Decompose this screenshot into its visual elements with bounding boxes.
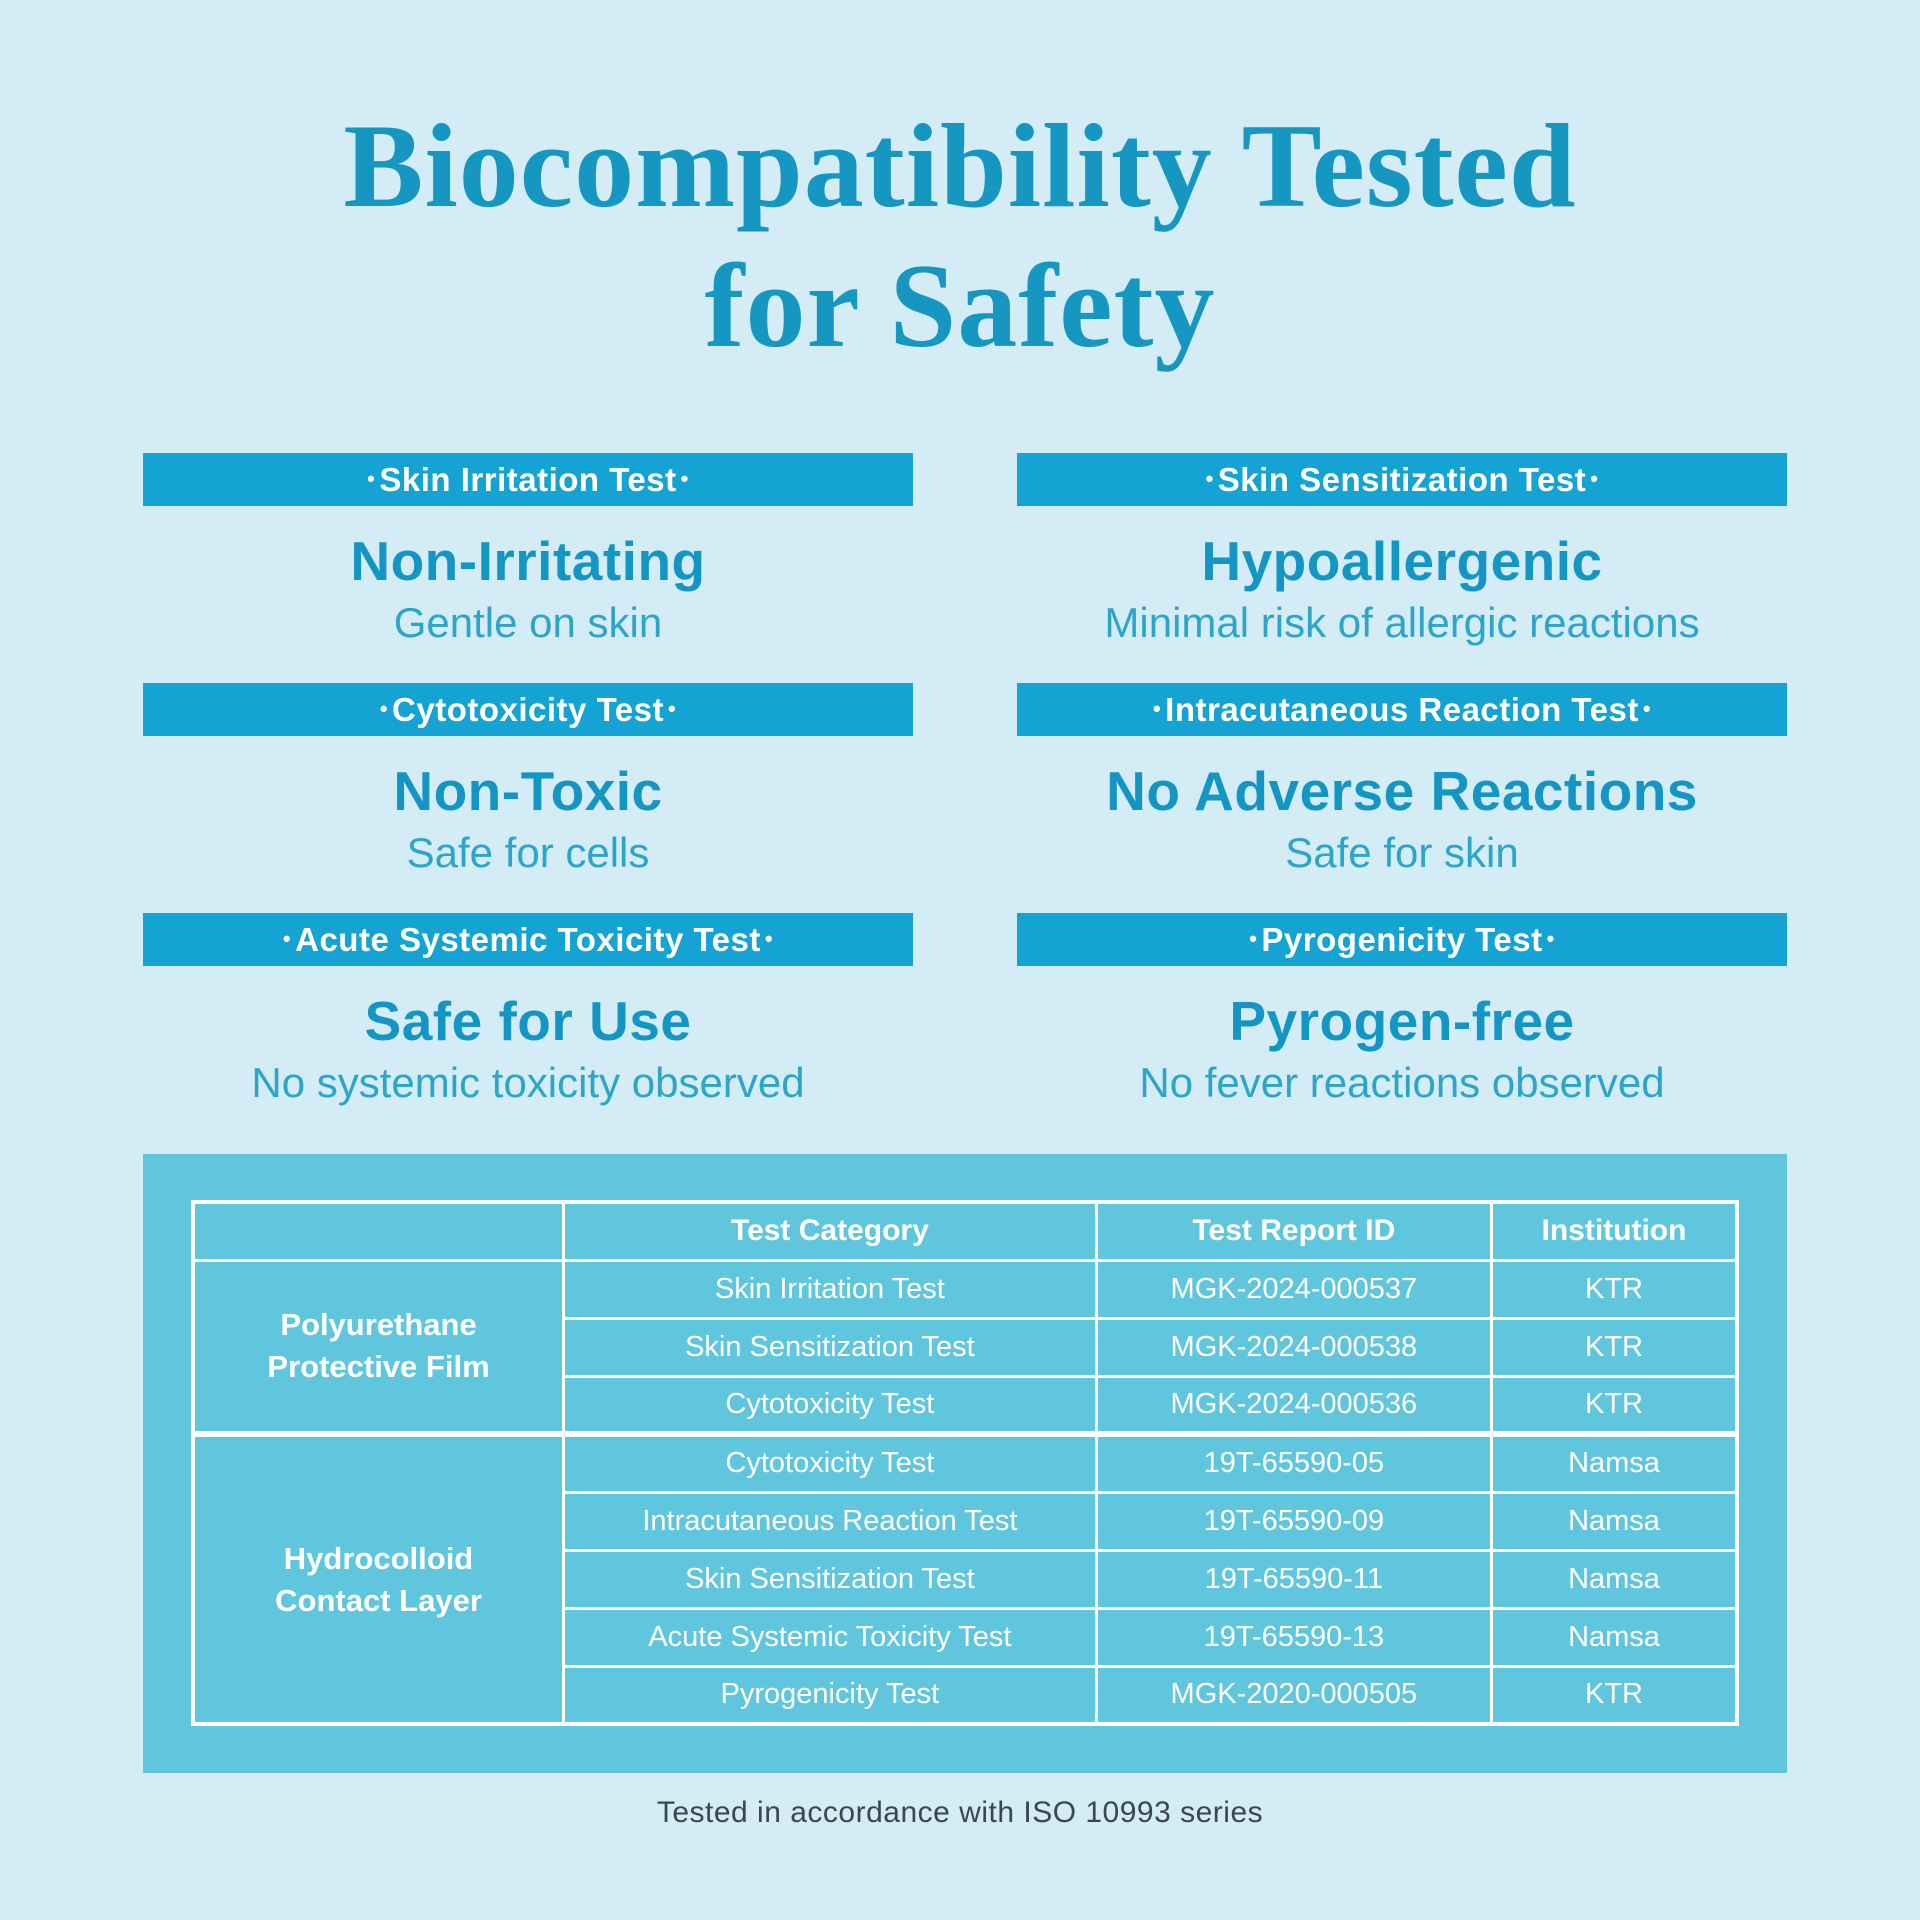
result-description: No fever reactions observed	[1139, 1059, 1665, 1106]
dot-icon: •	[282, 925, 292, 951]
result-description: Safe for skin	[1285, 829, 1519, 876]
cell-category: Skin Sensitization Test	[562, 1316, 1098, 1378]
test-report-table: Test Category Test Report ID Institution…	[191, 1200, 1739, 1726]
table-row: Pyrogenicity Test MGK-2020-000505 KTR	[193, 1664, 1739, 1726]
dot-icon: •	[1152, 695, 1162, 721]
cell-institution: Namsa	[1489, 1490, 1739, 1552]
table-row: Polyurethane Protective Film Skin Irrita…	[191, 1258, 1739, 1436]
section-cytotoxicity: • Cytotoxicity Test • Non-Toxic Safe for…	[143, 683, 913, 913]
cell-institution: Namsa	[1489, 1431, 1739, 1494]
cell-report-id: 19T-65590-09	[1094, 1490, 1493, 1552]
test-banner-label: Intracutaneous Reaction Test	[1165, 690, 1639, 728]
material-line: Contact Layer	[275, 1582, 482, 1618]
cell-report-id: 19T-65590-13	[1094, 1606, 1493, 1668]
material-line: Polyurethane	[280, 1307, 477, 1343]
material-line: Protective Film	[267, 1349, 490, 1385]
cell-category: Skin Sensitization Test	[562, 1548, 1098, 1610]
dot-icon: •	[667, 695, 677, 721]
cell-institution: KTR	[1489, 1258, 1739, 1320]
cell-report-id: MGK-2024-000538	[1094, 1316, 1493, 1378]
test-results-grid: • Skin Irritation Test • Non-Irritating …	[143, 453, 1787, 1143]
cell-category: Skin Irritation Test	[562, 1258, 1098, 1320]
page-title-line-1: Biocompatibility Tested	[343, 99, 1577, 232]
result-description: Gentle on skin	[393, 599, 663, 646]
result-heading: Pyrogen-free	[1229, 990, 1575, 1052]
result-heading: Hypoallergenic	[1201, 530, 1603, 592]
test-banner: • Acute Systemic Toxicity Test •	[143, 913, 913, 966]
table-row: Skin Sensitization Test 19T-65590-11 Nam…	[193, 1548, 1739, 1610]
dot-icon: •	[367, 465, 376, 491]
result-heading: Non-Toxic	[393, 760, 663, 822]
cell-report-id: MGK-2020-000505	[1094, 1664, 1493, 1726]
table-row: Intracutaneous Reaction Test 19T-65590-0…	[193, 1490, 1739, 1552]
cell-category: Cytotoxicity Test	[562, 1374, 1098, 1436]
material-cell-polyurethane: Polyurethane Protective Film	[191, 1258, 566, 1436]
header-test-report-id: Test Report ID	[1094, 1200, 1493, 1262]
cell-category: Pyrogenicity Test	[562, 1664, 1098, 1726]
test-banner: • Skin Irritation Test •	[143, 453, 913, 506]
cell-institution: Namsa	[1489, 1606, 1739, 1668]
cell-report-id: 19T-65590-05	[1094, 1431, 1493, 1494]
table-row: Skin Sensitization Test MGK-2024-000538 …	[193, 1316, 1739, 1378]
cell-report-id: MGK-2024-000536	[1094, 1374, 1493, 1436]
test-banner-label: Cytotoxicity Test	[392, 690, 664, 728]
footer-note: Tested in accordance with ISO 10993 seri…	[656, 1796, 1264, 1829]
table-row: Acute Systemic Toxicity Test 19T-65590-1…	[193, 1606, 1739, 1668]
section-skin-sensitization: • Skin Sensitization Test • Hypoallergen…	[1017, 453, 1787, 683]
result-heading: Safe for Use	[364, 990, 692, 1052]
cell-category: Acute Systemic Toxicity Test	[562, 1606, 1098, 1668]
result-description: Safe for cells	[406, 829, 650, 876]
section-acute-systemic-toxicity: • Acute Systemic Toxicity Test • Safe fo…	[143, 913, 913, 1143]
cell-report-id: MGK-2024-000537	[1094, 1258, 1493, 1320]
table-row: Hydrocolloid Contact Layer Cytotoxicity …	[191, 1431, 1739, 1726]
section-intracutaneous-reaction: • Intracutaneous Reaction Test • No Adve…	[1017, 683, 1787, 913]
table-header-row: Test Category Test Report ID Institution	[191, 1200, 1739, 1262]
cell-institution: KTR	[1489, 1316, 1739, 1378]
page-title: Biocompatibility Tested for Safety	[0, 96, 1920, 377]
test-banner: • Intracutaneous Reaction Test •	[1017, 683, 1787, 736]
header-test-category: Test Category	[562, 1200, 1098, 1262]
corner-cell	[191, 1200, 566, 1262]
material-line: Hydrocolloid	[283, 1540, 474, 1576]
section-pyrogenicity: • Pyrogenicity Test • Pyrogen-free No fe…	[1017, 913, 1787, 1143]
test-banner-label: Acute Systemic Toxicity Test	[295, 920, 761, 958]
dot-icon: •	[1546, 925, 1555, 951]
page-title-line-2: for Safety	[704, 239, 1216, 373]
test-banner-label: Skin Irritation Test	[379, 460, 677, 498]
test-banner-label: Skin Sensitization Test	[1217, 460, 1587, 498]
dot-icon: •	[1642, 695, 1652, 721]
test-banner: • Cytotoxicity Test •	[143, 683, 913, 736]
cell-category: Intracutaneous Reaction Test	[562, 1490, 1098, 1552]
cell-category: Cytotoxicity Test	[562, 1431, 1098, 1494]
cell-institution: Namsa	[1489, 1548, 1739, 1610]
test-banner-label: Pyrogenicity Test	[1261, 920, 1543, 958]
dot-icon: •	[379, 695, 389, 721]
test-report-panel: Test Category Test Report ID Institution…	[143, 1154, 1787, 1773]
dot-icon: •	[1205, 465, 1214, 491]
result-description: Minimal risk of allergic reactions	[1104, 599, 1700, 646]
test-banner: • Pyrogenicity Test •	[1017, 913, 1787, 966]
dot-icon: •	[764, 925, 774, 951]
result-description: No systemic toxicity observed	[251, 1059, 805, 1106]
cell-report-id: 19T-65590-11	[1094, 1548, 1493, 1610]
dot-icon: •	[1590, 465, 1599, 491]
section-skin-irritation: • Skin Irritation Test • Non-Irritating …	[143, 453, 913, 683]
cell-institution: KTR	[1489, 1374, 1739, 1436]
result-heading: Non-Irritating	[350, 530, 706, 592]
dot-icon: •	[1249, 925, 1258, 951]
dot-icon: •	[680, 465, 689, 491]
cell-institution: KTR	[1489, 1664, 1739, 1726]
material-cell-hydrocolloid: Hydrocolloid Contact Layer	[191, 1431, 566, 1726]
test-banner: • Skin Sensitization Test •	[1017, 453, 1787, 506]
table-row: Cytotoxicity Test MGK-2024-000536 KTR	[193, 1374, 1739, 1436]
result-heading: No Adverse Reactions	[1106, 760, 1698, 822]
header-institution: Institution	[1489, 1200, 1739, 1262]
